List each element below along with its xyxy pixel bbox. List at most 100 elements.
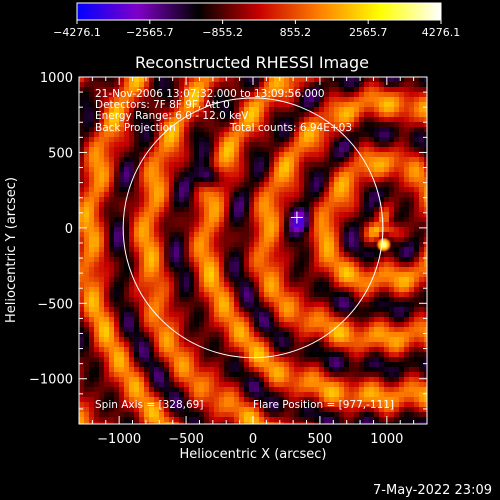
heatmap-cell (154, 257, 159, 262)
heatmap-cell (99, 137, 104, 142)
heatmap-cell (369, 97, 374, 102)
heatmap-cell (319, 152, 324, 157)
heatmap-cell (274, 202, 279, 207)
heatmap-cell (189, 317, 194, 322)
heatmap-cell (279, 202, 284, 207)
heatmap-cell (119, 247, 124, 252)
heatmap-cell (334, 167, 339, 172)
heatmap-cell (294, 297, 299, 302)
heatmap-cell (364, 202, 369, 207)
heatmap-cell (284, 207, 289, 212)
heatmap-cell (164, 127, 169, 132)
heatmap-cell (169, 382, 174, 387)
heatmap-cell (199, 317, 204, 322)
heatmap-cell (399, 382, 404, 387)
heatmap-cell (264, 132, 269, 137)
heatmap-cell (369, 162, 374, 167)
heatmap-cell (384, 347, 389, 352)
heatmap-cell (344, 242, 349, 247)
heatmap-cell (399, 187, 404, 192)
heatmap-cell (244, 247, 249, 252)
heatmap-cell (174, 407, 179, 412)
heatmap-cell (274, 177, 279, 182)
heatmap-cell (309, 192, 314, 197)
heatmap-cell (264, 272, 269, 277)
heatmap-cell (259, 382, 264, 387)
heatmap-cell (314, 377, 319, 382)
heatmap-cell (269, 92, 274, 97)
heatmap-cell (94, 207, 99, 212)
heatmap-cell (414, 327, 419, 332)
heatmap-cell (384, 382, 389, 387)
heatmap-cell (384, 312, 389, 317)
heatmap-cell (269, 267, 274, 272)
heatmap-cell (264, 152, 269, 157)
heatmap-cell (339, 262, 344, 267)
heatmap-cell (159, 327, 164, 332)
heatmap-cell (134, 332, 139, 337)
heatmap-cell (249, 107, 254, 112)
heatmap-cell (139, 407, 144, 412)
heatmap-cell (324, 277, 329, 282)
heatmap-cell (354, 97, 359, 102)
heatmap-cell (209, 97, 214, 102)
heatmap-cell (194, 267, 199, 272)
heatmap-cell (154, 177, 159, 182)
heatmap-cell (334, 397, 339, 402)
heatmap-cell (179, 232, 184, 237)
heatmap-cell (404, 107, 409, 112)
heatmap-cell (299, 417, 304, 422)
heatmap-cell (94, 127, 99, 132)
heatmap-cell (319, 322, 324, 327)
heatmap-cell (114, 262, 119, 267)
heatmap-cell (169, 247, 174, 252)
heatmap-cell (289, 247, 294, 252)
heatmap-cell (174, 372, 179, 377)
heatmap-cell (139, 212, 144, 217)
heatmap-cell (214, 407, 219, 412)
heatmap-cell (254, 192, 259, 197)
heatmap-cell (349, 267, 354, 272)
heatmap-cell (334, 187, 339, 192)
heatmap-cell (294, 97, 299, 102)
heatmap-cell (139, 397, 144, 402)
heatmap-cell (104, 257, 109, 262)
heatmap-cell (324, 132, 329, 137)
heatmap-cell (224, 302, 229, 307)
heatmap-cell (79, 292, 84, 297)
heatmap-cell (164, 242, 169, 247)
heatmap-cell (84, 417, 89, 422)
heatmap-cell (164, 87, 169, 92)
heatmap-cell (79, 352, 84, 357)
heatmap-cell (329, 187, 334, 192)
heatmap-cell (244, 262, 249, 267)
heatmap-cell (304, 332, 309, 337)
heatmap-cell (294, 137, 299, 142)
heatmap-cell (199, 102, 204, 107)
heatmap-cell (139, 332, 144, 337)
heatmap-cell (89, 287, 94, 292)
heatmap-cell (129, 247, 134, 252)
heatmap-cell (124, 362, 129, 367)
heatmap-cell (409, 157, 414, 162)
heatmap-cell (404, 247, 409, 252)
heatmap-cell (144, 377, 149, 382)
heatmap-cell (119, 237, 124, 242)
heatmap-cell (79, 172, 84, 177)
heatmap-cell (144, 312, 149, 317)
heatmap-cell (99, 262, 104, 267)
heatmap-cell (104, 207, 109, 212)
heatmap-cell (354, 327, 359, 332)
heatmap-cell (284, 107, 289, 112)
heatmap-cell (289, 242, 294, 247)
heatmap-cell (189, 232, 194, 237)
heatmap-cell (184, 412, 189, 417)
heatmap-cell (364, 402, 369, 407)
heatmap-cell (159, 242, 164, 247)
heatmap-cell (274, 207, 279, 212)
heatmap-cell (274, 407, 279, 412)
heatmap-cell (219, 252, 224, 257)
heatmap-cell (284, 242, 289, 247)
heatmap-cell (204, 297, 209, 302)
heatmap-cell (214, 187, 219, 192)
